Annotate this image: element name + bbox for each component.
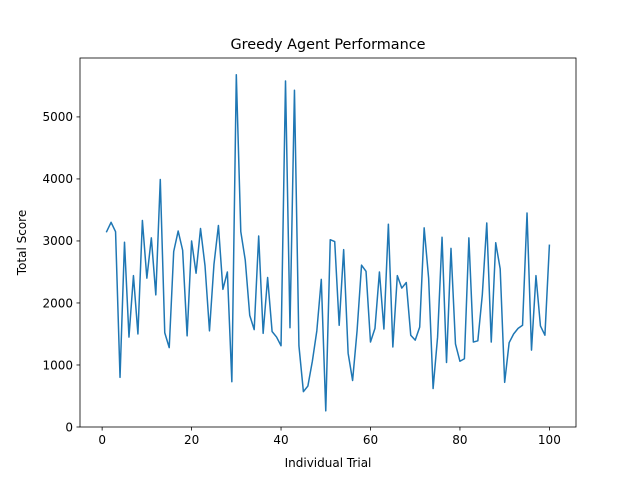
plot-frame (79, 57, 577, 428)
y-axis-label: Total Score (15, 210, 29, 276)
x-axis-label: Individual Trial (285, 456, 372, 470)
x-tick-label: 80 (452, 433, 467, 447)
x-tick-label: 60 (363, 433, 378, 447)
y-axis-ticks: 0 1000 2000 3000 4000 5000 (42, 110, 80, 434)
series-line (105, 73, 551, 412)
y-tick-label: 5000 (42, 110, 73, 124)
y-tick-label: 1000 (42, 358, 73, 372)
y-tick-label: 2000 (42, 296, 73, 310)
y-tick-label: 4000 (42, 172, 73, 186)
x-tick-label: 100 (538, 433, 561, 447)
x-tick-label: 40 (273, 433, 288, 447)
y-tick-label: 3000 (42, 234, 73, 248)
chart-title: Greedy Agent Performance (230, 37, 425, 53)
x-axis-ticks: 0 20 40 60 80 100 (98, 427, 561, 447)
plot-area (80, 58, 576, 427)
x-tick-label: 0 (98, 433, 106, 447)
y-tick-label: 0 (65, 420, 73, 434)
series-layer (105, 73, 551, 412)
x-tick-label: 20 (184, 433, 199, 447)
